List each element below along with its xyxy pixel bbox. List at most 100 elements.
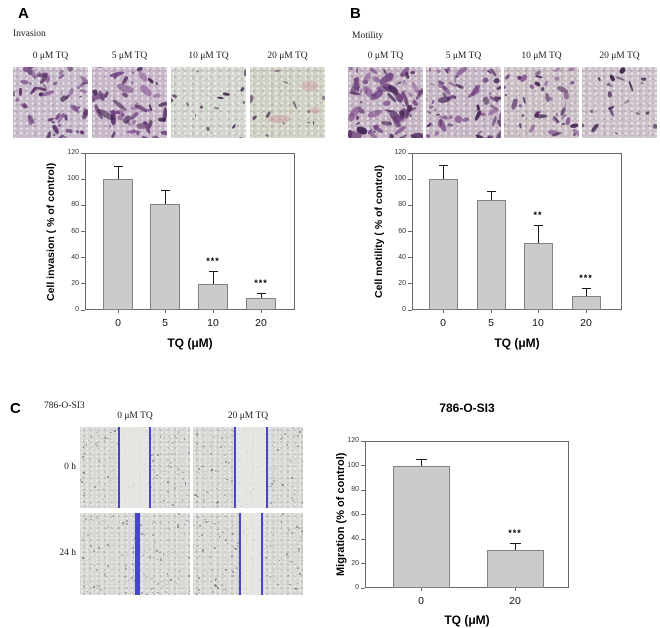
cell-dot — [168, 528, 171, 530]
stain-blob — [488, 91, 491, 95]
cell-dot — [233, 547, 236, 550]
cell-dot — [217, 463, 219, 465]
cell-dot — [84, 504, 86, 506]
stain-blob — [195, 113, 197, 117]
cell-dot — [224, 569, 227, 572]
cell-dot — [170, 453, 173, 456]
cell-dot — [211, 522, 214, 525]
cell-dot — [92, 550, 95, 553]
stain-blob — [312, 120, 314, 125]
micrograph-motility-0um — [348, 67, 423, 138]
y-tick-mark — [408, 257, 412, 259]
cell-dot — [301, 548, 303, 550]
stain-blob — [645, 111, 650, 115]
cell-dot — [277, 583, 279, 586]
stain-blob — [65, 67, 75, 73]
stain-blob — [28, 68, 37, 80]
cell-dot — [94, 564, 96, 567]
stain-blob — [614, 132, 618, 135]
wound-gap — [241, 513, 262, 595]
cell-dot — [292, 500, 294, 502]
stain-blob — [69, 103, 80, 113]
stain-blob — [138, 83, 153, 98]
cell-dot — [201, 534, 203, 537]
cell-dot — [162, 501, 165, 503]
cell-dot — [174, 435, 176, 437]
cell-dot — [226, 478, 228, 481]
stain-blob — [283, 81, 289, 85]
cell-dot — [151, 453, 154, 457]
wound-row-label-0h: 0 h — [64, 462, 76, 472]
y-tick-label: 80 — [351, 486, 359, 493]
stain-blob — [240, 86, 246, 93]
cell-dot — [298, 453, 300, 455]
cell-dot — [98, 481, 100, 483]
stain-blob — [355, 67, 358, 73]
cell-dot — [104, 573, 106, 575]
cell-dot — [144, 549, 146, 551]
cell-dot — [160, 558, 163, 561]
cell-dot — [274, 427, 276, 429]
cell-dot — [167, 490, 170, 493]
cell-dot — [187, 494, 188, 496]
stain-blob — [640, 81, 644, 84]
cell-dot — [281, 521, 283, 523]
cell-dot — [210, 444, 211, 446]
stain-blob — [196, 69, 199, 73]
cell-dot — [198, 555, 200, 557]
cell-dot — [210, 475, 212, 477]
cell-dot — [102, 489, 104, 491]
y-tick-mark — [81, 152, 85, 154]
cell-dot — [210, 518, 211, 520]
y-tick-mark — [361, 538, 365, 540]
stain-blob — [527, 123, 536, 134]
cell-dot — [268, 485, 270, 488]
cell-dot — [223, 446, 225, 447]
stain-patch — [302, 81, 318, 91]
stain-blob — [110, 131, 117, 138]
cell-dot — [87, 520, 90, 522]
cell-dot — [202, 506, 205, 508]
cell-dot — [264, 556, 267, 559]
significance-marker: *** — [206, 255, 220, 266]
wound-edge-line — [261, 513, 264, 595]
stain-blob — [534, 80, 542, 87]
error-bar-cap — [486, 190, 496, 192]
stain-blob — [156, 92, 162, 98]
significance-marker: *** — [254, 277, 268, 288]
y-tick-label: 60 — [71, 227, 79, 235]
cell-dot — [189, 589, 190, 592]
y-tick-label: 20 — [398, 279, 406, 287]
micrograph-invasion-10um — [171, 67, 246, 138]
cell-dot — [107, 525, 110, 528]
significance-marker: *** — [579, 272, 593, 283]
cell-dot — [294, 493, 296, 495]
cell-dot — [82, 477, 84, 479]
cell-dot — [81, 472, 83, 474]
x-tick-mark — [260, 310, 262, 313]
stain-blob — [155, 82, 158, 86]
cell-dot — [151, 465, 153, 467]
cell-dot — [214, 583, 217, 586]
cell-dot — [171, 442, 174, 445]
cell-dot — [272, 490, 274, 492]
stain-blob — [97, 67, 102, 69]
cell-dot — [207, 492, 210, 494]
y-tick-label: 80 — [398, 201, 406, 209]
cell-dot — [296, 567, 299, 569]
y-tick-mark — [81, 283, 85, 285]
cell-dot — [205, 569, 207, 571]
cell-dot — [106, 544, 109, 547]
cell-dot — [202, 465, 204, 468]
y-tick-label: 0 — [355, 584, 359, 591]
micrograph-label-a2: 10 μM TQ — [188, 51, 229, 61]
cell-dot — [132, 569, 134, 572]
cell-dot — [194, 525, 196, 526]
cell-dot — [188, 452, 190, 454]
cell-dot — [198, 471, 201, 473]
cell-dot — [177, 468, 179, 471]
cell-dot — [159, 592, 161, 594]
stain-blob — [117, 115, 124, 121]
cell-dot — [151, 437, 153, 439]
cell-dot — [277, 429, 280, 431]
